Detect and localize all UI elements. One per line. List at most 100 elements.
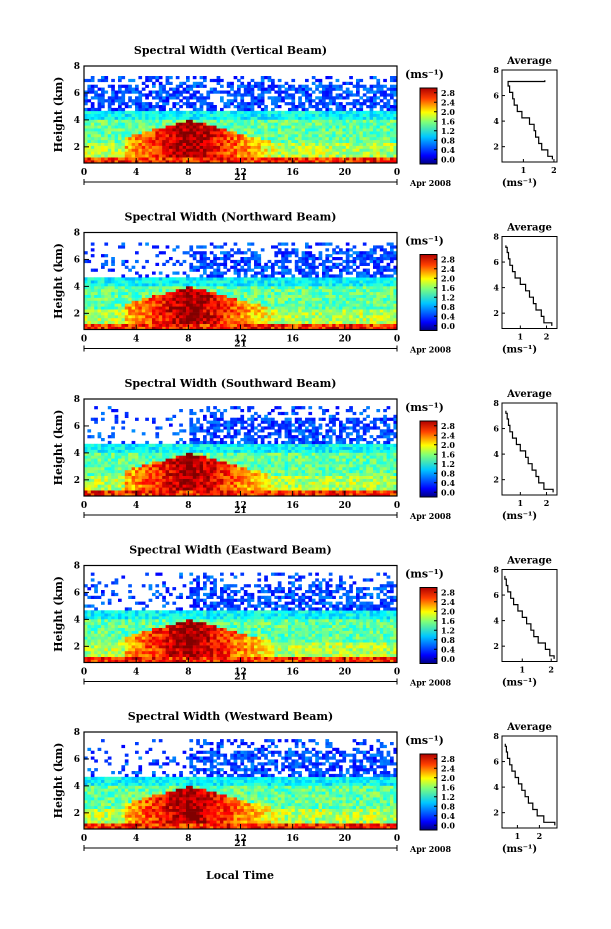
- y-tick-label: 6: [74, 755, 80, 765]
- date-label: 21: [234, 173, 247, 183]
- y-tick-label: 6: [74, 255, 80, 265]
- colorbar-unit: (ms⁻¹): [405, 568, 444, 581]
- y-tick-label: 6: [74, 422, 80, 432]
- colorbar-tick-label: 2.8: [441, 88, 455, 98]
- y-axis-label: Height (km): [52, 243, 65, 319]
- average-y-tick-label: 8: [493, 731, 499, 741]
- month-label: Apr 2008: [409, 678, 452, 688]
- x-tick-label: 4: [133, 501, 139, 511]
- average-x-tick-label: 2: [548, 665, 554, 675]
- colorbar-tick-label: 1.2: [441, 126, 455, 136]
- colorbar-tick-label: 2.4: [441, 597, 455, 607]
- colorbar-tick-label: 2.0: [441, 440, 455, 450]
- average-title: Average: [506, 223, 552, 234]
- x-tick-label: 0: [81, 668, 87, 678]
- x-tick-label: 0: [81, 168, 87, 178]
- x-tick-label: 0: [394, 168, 400, 178]
- month-label: Apr 2008: [409, 345, 452, 355]
- y-tick-label: 6: [74, 89, 80, 99]
- colorbar-tick-label: 0.8: [441, 801, 455, 811]
- y-axis-label: Height (km): [52, 410, 65, 486]
- colorbar: [419, 87, 438, 165]
- y-tick-label: 4: [74, 116, 80, 126]
- x-tick-label: 12: [234, 834, 247, 844]
- x-tick-label: 0: [394, 335, 400, 345]
- colorbar-tick-label: 0.8: [441, 302, 455, 312]
- colorbar-tick-label: 2.4: [441, 97, 455, 107]
- colorbar: [419, 753, 438, 831]
- average-y-tick-label: 6: [493, 590, 499, 600]
- y-tick-label: 4: [74, 782, 80, 792]
- average-x-label: (ms⁻¹): [502, 844, 537, 855]
- average-y-tick-label: 4: [493, 283, 499, 293]
- colorbar-tick-label: 0.8: [441, 635, 455, 645]
- colorbar-tick-label: 1.6: [441, 449, 455, 459]
- y-tick-label: 2: [74, 809, 80, 819]
- average-title: Average: [506, 722, 552, 733]
- colorbar-tick-label: 1.2: [441, 625, 455, 635]
- colorbar: [419, 420, 438, 498]
- panel-title: Spectral Width (Southward Beam): [124, 377, 336, 390]
- colorbar-tick-label: 0.4: [441, 644, 455, 654]
- y-axis-label: Height (km): [52, 576, 65, 652]
- colorbar-tick-label: 0.0: [441, 154, 455, 164]
- y-tick-label: 4: [74, 615, 80, 625]
- average-x-label: (ms⁻¹): [502, 345, 537, 356]
- average-profile-line: [505, 410, 554, 493]
- panel-title: Spectral Width (Vertical Beam): [134, 44, 327, 57]
- average-x-tick-label: 1: [518, 332, 524, 342]
- colorbar-tick-label: 2.4: [441, 763, 455, 773]
- colorbar-unit: (ms⁻¹): [405, 734, 444, 747]
- date-label: 21: [234, 673, 247, 683]
- heatmap: [84, 76, 398, 164]
- y-tick-label: 4: [74, 282, 80, 292]
- colorbar-tick-label: 0.8: [441, 135, 455, 145]
- average-y-tick-label: 4: [493, 782, 499, 792]
- x-tick-label: 8: [185, 834, 191, 844]
- y-tick-label: 6: [74, 588, 80, 598]
- x-tick-label: 12: [234, 501, 247, 511]
- x-tick-label: 0: [81, 834, 87, 844]
- colorbar-tick-label: 0.0: [441, 820, 455, 830]
- colorbar-tick-label: 1.6: [441, 116, 455, 126]
- colorbar: [419, 254, 438, 331]
- average-title: Average: [506, 56, 552, 67]
- average-y-tick-label: 6: [493, 757, 499, 767]
- colorbar-tick-label: 2.8: [441, 421, 455, 431]
- average-x-tick-label: 2: [537, 831, 543, 841]
- average-x-tick-label: 1: [521, 165, 527, 175]
- colorbar-tick-label: 1.2: [441, 792, 455, 802]
- x-tick-label: 0: [394, 834, 400, 844]
- y-axis-label: Height (km): [52, 743, 65, 819]
- average-y-tick-label: 6: [493, 91, 499, 101]
- y-tick-label: 8: [74, 728, 80, 738]
- average-frame: [501, 735, 558, 829]
- average-x-label: (ms⁻¹): [502, 511, 537, 522]
- average-profile-line: [505, 245, 553, 326]
- average-y-tick-label: 2: [493, 308, 499, 318]
- colorbar-tick-label: 0.0: [441, 487, 455, 497]
- panel-title: Spectral Width (Westward Beam): [128, 710, 333, 723]
- colorbar-unit: (ms⁻¹): [405, 401, 444, 414]
- colorbar-tick-label: 1.2: [441, 459, 455, 469]
- colorbar-tick-label: 0.0: [441, 321, 455, 331]
- x-tick-label: 0: [81, 501, 87, 511]
- y-tick-label: 2: [74, 309, 80, 319]
- date-label: 21: [234, 340, 247, 350]
- colorbar-tick-label: 0.8: [441, 468, 455, 478]
- average-x-tick-label: 2: [544, 498, 550, 508]
- x-tick-label: 0: [394, 501, 400, 511]
- colorbar-tick-label: 1.6: [441, 782, 455, 792]
- colorbar-tick-label: 2.0: [441, 107, 455, 117]
- panel-4: Spectral Width (Eastward Beam) 2 4 6 8 Height…: [52, 544, 558, 689]
- x-tick-label: 16: [286, 501, 299, 511]
- colorbar-tick-label: 0.4: [441, 478, 455, 488]
- panel-title: Spectral Width (Northward Beam): [125, 211, 337, 224]
- colorbar-tick-label: 2.8: [441, 254, 455, 264]
- average-y-tick-label: 8: [493, 232, 499, 242]
- average-y-tick-label: 8: [493, 398, 499, 408]
- colorbar-tick-label: 2.4: [441, 430, 455, 440]
- average-y-tick-label: 4: [493, 449, 499, 459]
- x-tick-label: 20: [339, 168, 352, 178]
